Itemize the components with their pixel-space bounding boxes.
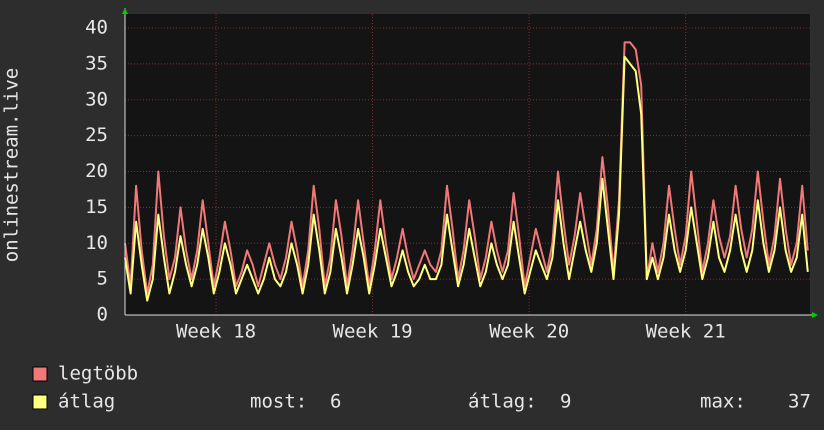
y-tick-label: 15 — [85, 196, 108, 218]
y-tick-label: 10 — [85, 232, 108, 254]
y-tick-label: 40 — [85, 17, 108, 39]
y-tick-label: 5 — [97, 268, 108, 290]
stat-label: most: — [250, 391, 307, 413]
x-tick-label: Week 18 — [176, 321, 256, 343]
lines — [124, 41, 809, 302]
legend-label: átlag — [58, 391, 115, 413]
stat-value: 9 — [560, 391, 571, 413]
x-tick-label: Week 20 — [489, 321, 569, 343]
y-tick-label: 25 — [85, 124, 108, 146]
legend-swatch — [32, 394, 48, 410]
x-arrow — [812, 312, 818, 318]
legend-label: legtöbb — [58, 363, 138, 385]
x-tick-label: Week 21 — [646, 321, 726, 343]
legend: legtöbb átlag most: 6 átlag: 9 max: 37 — [32, 363, 811, 413]
stat-label: átlag: — [468, 391, 537, 413]
legend-swatch — [32, 366, 48, 382]
y-tick-label: 35 — [85, 52, 108, 74]
plot-area — [125, 14, 810, 315]
series-line — [124, 41, 809, 295]
y-tick-label: 20 — [85, 160, 108, 182]
series-line — [124, 55, 809, 302]
stat-value: 37 — [788, 391, 811, 413]
stat-label: max: — [700, 391, 746, 413]
stat-value: 6 — [330, 391, 341, 413]
y-tick-label: 30 — [85, 88, 108, 110]
x-tick-label: Week 19 — [333, 321, 413, 343]
y-arrow — [122, 8, 128, 14]
y-axis-label: onlinestream.live — [1, 68, 23, 262]
y-tick-label: 0 — [97, 304, 108, 326]
